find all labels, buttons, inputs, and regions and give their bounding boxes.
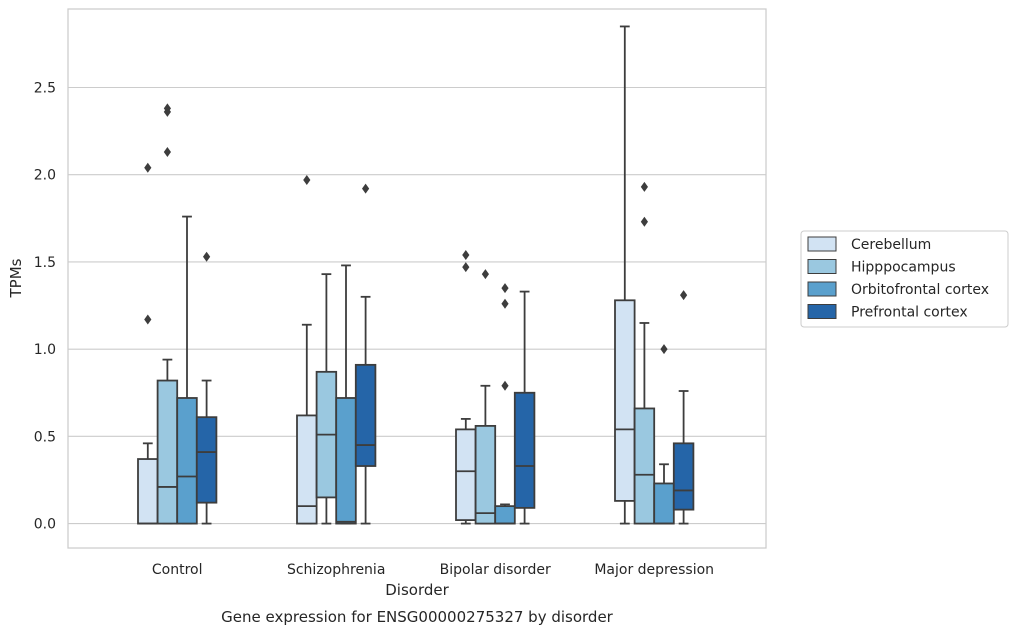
box-body [354, 363, 377, 467]
outlier-point [501, 298, 509, 309]
x-tick-labels: Control Schizophrenia Bipolar disorder Majo… [152, 562, 714, 578]
box-orbitofrontal-cortex-3 [653, 344, 675, 525]
y-tick-labels: 0.0 0.5 1.0 1.5 2.0 2.5 [34, 80, 56, 532]
legend-swatch [807, 281, 837, 297]
x-tick-label: Major depression [594, 562, 714, 578]
box-cerebellum-0 [137, 162, 159, 525]
legend-frame [800, 230, 1009, 328]
outlier-point [501, 380, 509, 391]
legend-label: Prefrontal cortex [851, 305, 968, 321]
box-body [296, 414, 318, 525]
legend-label: Cerebellum [851, 237, 931, 253]
box-body [137, 458, 159, 525]
box-hipppocampus-1 [315, 273, 338, 525]
box-body [513, 391, 536, 509]
box-prefrontal-cortex-1 [354, 183, 377, 525]
x-tick-label: Bipolar disorder [440, 562, 551, 578]
legend-swatch [807, 236, 837, 252]
box-body [653, 482, 675, 525]
box-orbitofrontal-cortex-1 [335, 264, 357, 525]
plot-frame [67, 8, 767, 549]
legend-entry: Prefrontal cortex [807, 304, 968, 321]
outlier-point [144, 314, 152, 325]
outlier-point [680, 290, 688, 301]
outlier-point [481, 269, 489, 280]
figure-caption: Gene expression for ENSG00000275327 by d… [221, 608, 614, 626]
box-hipppocampus-3 [633, 181, 656, 525]
x-axis-label: Disorder [385, 581, 449, 599]
box-series [137, 25, 695, 525]
legend-entry: Orbitofrontal cortex [807, 281, 989, 298]
outlier-point [462, 249, 470, 260]
box-prefrontal-cortex-2 [513, 290, 536, 525]
box-body [156, 379, 179, 525]
box-cerebellum-2 [455, 249, 477, 525]
box-orbitofrontal-cortex-2 [494, 283, 516, 525]
box-body [335, 397, 357, 525]
y-tick-label: 2.0 [34, 168, 56, 184]
outlier-point [163, 147, 171, 158]
box-cerebellum-3 [614, 25, 636, 525]
box-body [176, 397, 198, 525]
outlier-point [144, 162, 152, 173]
box-body [633, 407, 656, 525]
legend-swatch [807, 304, 837, 319]
y-tick-label: 0.0 [34, 517, 56, 533]
outlier-point [640, 181, 648, 192]
legend-entry: Cerebellum [807, 236, 931, 253]
outlier-point [501, 283, 509, 294]
box-hipppocampus-0 [156, 103, 179, 525]
box-prefrontal-cortex-0 [195, 251, 218, 525]
y-tick-label: 1.5 [34, 255, 56, 271]
y-tick-label: 0.5 [34, 429, 56, 445]
legend-label: Orbitofrontal cortex [851, 282, 989, 298]
y-tick-label: 2.5 [34, 80, 56, 96]
box-body [195, 416, 218, 504]
outlier-point [163, 103, 171, 114]
box-prefrontal-cortex-3 [672, 290, 695, 525]
box-orbitofrontal-cortex-0 [176, 215, 198, 525]
y-axis-label: TPMs [7, 258, 25, 298]
box-cerebellum-1 [296, 174, 318, 525]
legend-entry: Hipppocampus [807, 259, 956, 276]
outlier-point [303, 174, 311, 185]
outlier-point [362, 183, 370, 194]
box-hipppocampus-2 [474, 269, 497, 525]
box-body [614, 299, 636, 502]
box-body [672, 442, 695, 511]
outlier-point [660, 344, 668, 355]
legend-swatch [807, 259, 837, 274]
box-body [494, 505, 516, 525]
outlier-point [640, 216, 648, 227]
x-tick-label: Schizophrenia [287, 562, 385, 578]
box-body [474, 424, 497, 525]
outlier-point [203, 251, 211, 262]
legend-label: Hipppocampus [851, 260, 956, 276]
y-tick-label: 1.0 [34, 342, 56, 358]
box-body [455, 428, 477, 521]
legend: Cerebellum Hipppocampus Orbitofrontal cort… [800, 230, 1009, 328]
outlier-point [462, 262, 470, 273]
x-tick-label: Control [152, 562, 203, 578]
